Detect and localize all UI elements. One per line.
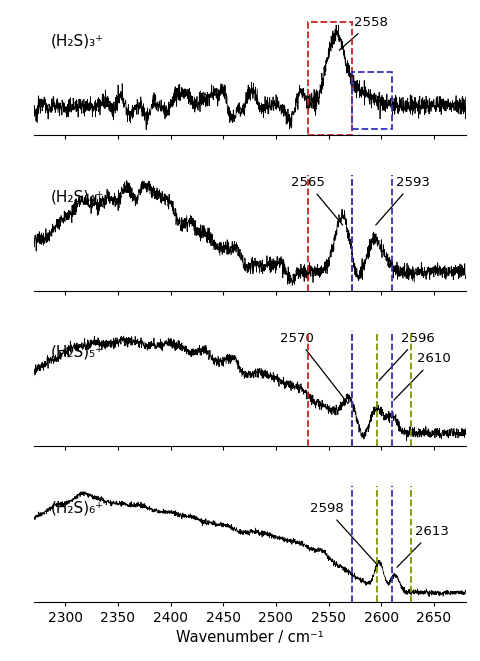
Text: 2565: 2565	[290, 176, 343, 225]
Text: 2593: 2593	[376, 176, 430, 225]
Text: 2596: 2596	[379, 332, 435, 381]
Bar	[352, 71, 392, 130]
Text: 2613: 2613	[397, 525, 449, 567]
Bar	[308, 22, 352, 135]
Text: (H₂S)₅⁺: (H₂S)₅⁺	[51, 344, 104, 360]
Text: (H₂S)₄⁺: (H₂S)₄⁺	[51, 189, 104, 204]
Text: 2558: 2558	[339, 16, 388, 50]
X-axis label: Wavenumber / cm⁻¹: Wavenumber / cm⁻¹	[176, 630, 324, 645]
Text: 2598: 2598	[310, 502, 377, 565]
Text: 2610: 2610	[394, 352, 451, 401]
Text: 2570: 2570	[280, 332, 348, 403]
Text: (H₂S)₃⁺: (H₂S)₃⁺	[51, 34, 104, 49]
Text: (H₂S)₆⁺: (H₂S)₆⁺	[51, 500, 104, 515]
